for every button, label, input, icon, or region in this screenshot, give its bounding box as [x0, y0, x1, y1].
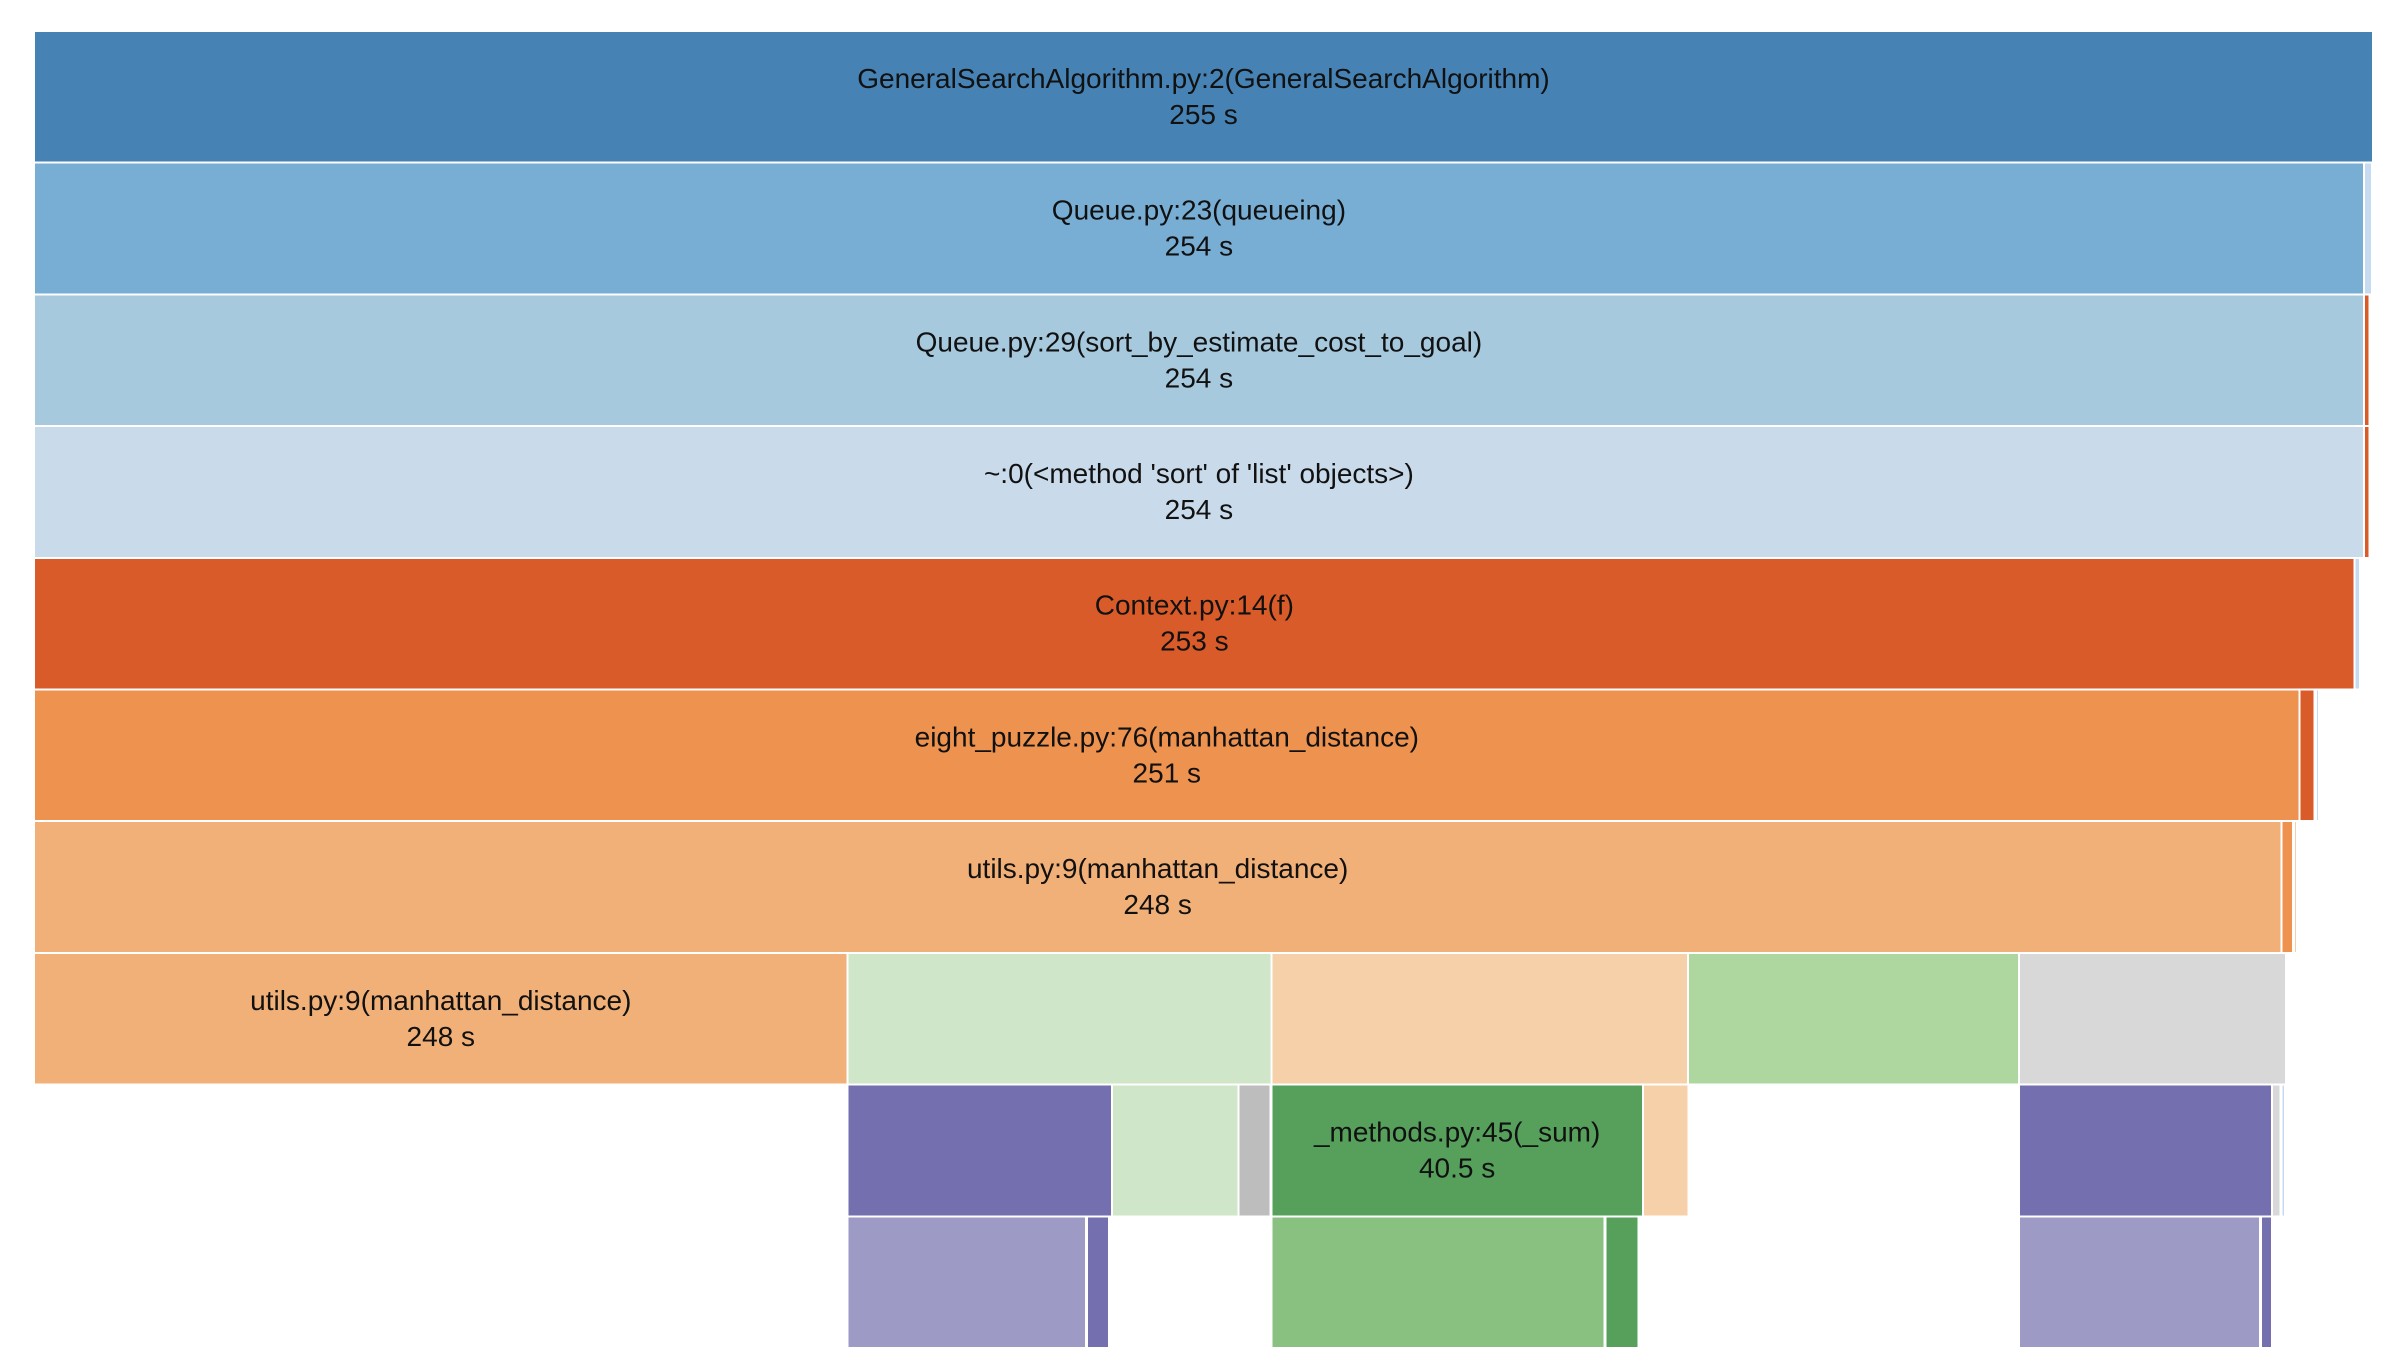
frame-n9d[interactable]	[1604, 1215, 1640, 1350]
frame-rect[interactable]	[1086, 1215, 1111, 1350]
frame-rect[interactable]	[2293, 820, 2298, 954]
frame-rect[interactable]	[2271, 1083, 2282, 1218]
frame-label: Queue.py:23(queueing)	[1052, 195, 1346, 226]
frame-rect[interactable]	[1110, 1083, 1240, 1218]
frame-rect[interactable]	[2280, 820, 2295, 954]
frame-n5[interactable]: eight_puzzle.py:76(manhattan_distance) 25…	[33, 688, 2301, 823]
frame-rect[interactable]	[1604, 1215, 1640, 1350]
frame-n9c[interactable]	[1270, 1215, 1606, 1350]
frame-n9e[interactable]	[2017, 1215, 2262, 1350]
frame-n9f[interactable]	[2260, 1215, 2274, 1350]
frame-value: 248 s	[407, 1021, 476, 1052]
frame-n8b[interactable]	[1110, 1083, 1240, 1218]
frame-rect[interactable]	[2362, 293, 2371, 428]
frame-n8d[interactable]: _methods.py:45(_sum) 40.5 s	[1270, 1083, 1644, 1218]
frame-n9a[interactable]	[846, 1215, 1088, 1350]
frame-n1b[interactable]	[2362, 161, 2374, 296]
frame-n8f[interactable]	[2017, 1083, 2274, 1218]
frame-rect[interactable]	[2298, 688, 2316, 823]
frame-rect[interactable]	[1641, 1083, 1690, 1218]
frame-n3[interactable]: ~:0(<method 'sort' of 'list' objects>) 25…	[33, 425, 2365, 559]
frame-value: 254 s	[1165, 362, 1234, 393]
frame-n3b[interactable]	[2362, 425, 2371, 559]
frame-n2b[interactable]	[2362, 293, 2371, 428]
frame-rect[interactable]	[2353, 556, 2362, 691]
frame-n2[interactable]: Queue.py:29(sort_by_estimate_cost_to_goa…	[33, 293, 2365, 428]
frame-value: 254 s	[1165, 494, 1234, 525]
frame-n7b[interactable]	[846, 951, 1273, 1086]
frame-n6c[interactable]	[2293, 820, 2298, 954]
frame-rect[interactable]	[2280, 1083, 2286, 1218]
frame-rect[interactable]	[33, 161, 2365, 296]
frame-rect[interactable]	[2017, 1083, 2274, 1218]
frame-n1[interactable]: Queue.py:23(queueing) 254 s	[33, 161, 2365, 296]
frame-n8h[interactable]	[2280, 1083, 2286, 1218]
frame-rect[interactable]	[33, 293, 2365, 428]
frame-rect[interactable]	[33, 425, 2365, 559]
frame-n6b[interactable]	[2280, 820, 2295, 954]
frame-rect[interactable]	[846, 1083, 1113, 1218]
frame-value: 40.5 s	[1419, 1152, 1495, 1183]
frame-label: GeneralSearchAlgorithm.py:2(GeneralSearc…	[857, 63, 1550, 94]
frame-rect[interactable]	[2017, 951, 2287, 1086]
frame-label: Queue.py:29(sort_by_estimate_cost_to_goa…	[916, 326, 1483, 357]
frame-rect[interactable]	[846, 1215, 1088, 1350]
frame-rect[interactable]	[1237, 1083, 1272, 1218]
frame-n6[interactable]: utils.py:9(manhattan_distance) 248 s	[33, 820, 2283, 954]
frame-n7e[interactable]	[2017, 951, 2287, 1086]
frame-n5b[interactable]	[2298, 688, 2316, 823]
frame-n8e[interactable]	[1641, 1083, 1690, 1218]
frame-label: eight_puzzle.py:76(manhattan_distance)	[915, 721, 1419, 752]
frame-n7d[interactable]	[1686, 951, 2020, 1086]
frame-rect[interactable]	[2260, 1215, 2274, 1350]
frame-n4b[interactable]	[2353, 556, 2362, 691]
frame-value: 255 s	[1169, 99, 1238, 130]
frame-value: 248 s	[1123, 889, 1192, 920]
frame-rect[interactable]	[33, 820, 2283, 954]
frame-rect[interactable]	[1270, 1083, 1644, 1218]
frame-n7[interactable]: utils.py:9(manhattan_distance) 248 s	[33, 951, 849, 1086]
frame-value: 253 s	[1160, 626, 1229, 657]
frame-n5c[interactable]	[2315, 688, 2320, 823]
frame-rect[interactable]	[1686, 951, 2020, 1086]
frame-label: utils.py:9(manhattan_distance)	[967, 853, 1348, 884]
frame-rect[interactable]	[2362, 161, 2374, 296]
frame-rect[interactable]	[33, 556, 2356, 691]
frame-rect[interactable]	[2362, 425, 2371, 559]
frame-rect[interactable]	[2340, 688, 2345, 823]
frame-label: utils.py:9(manhattan_distance)	[250, 985, 631, 1016]
frame-rect[interactable]	[33, 951, 849, 1086]
frame-n8a[interactable]	[846, 1083, 1113, 1218]
frame-label: _methods.py:45(_sum)	[1313, 1116, 1600, 1147]
frame-rect[interactable]	[33, 30, 2374, 164]
frame-n9b[interactable]	[1086, 1215, 1111, 1350]
frame-rect[interactable]	[1270, 1215, 1606, 1350]
frame-label: Context.py:14(f)	[1095, 590, 1294, 621]
frame-rect[interactable]	[2315, 688, 2320, 823]
frame-n4[interactable]: Context.py:14(f) 253 s	[33, 556, 2356, 691]
frame-rect[interactable]	[846, 951, 1273, 1086]
frame-label: ~:0(<method 'sort' of 'list' objects>)	[984, 458, 1414, 489]
frame-n8c[interactable]	[1237, 1083, 1272, 1218]
frame-n7c[interactable]	[1270, 951, 1689, 1086]
frame-value: 254 s	[1165, 231, 1234, 262]
frame-value: 251 s	[1133, 757, 1202, 788]
frame-rect[interactable]	[33, 688, 2301, 823]
frame-rect[interactable]	[2017, 1215, 2262, 1350]
frame-n5d[interactable]	[2340, 688, 2345, 823]
frame-n8g[interactable]	[2271, 1083, 2282, 1218]
frame-rect[interactable]	[1270, 951, 1689, 1086]
frame-n0[interactable]: GeneralSearchAlgorithm.py:2(GeneralSearc…	[33, 30, 2374, 164]
